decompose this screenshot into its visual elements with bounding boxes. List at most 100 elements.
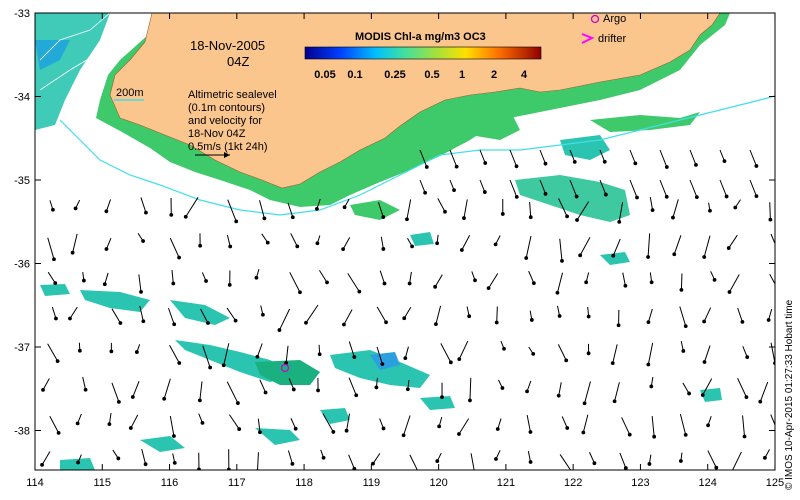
velocity-arrow-head (53, 281, 58, 286)
velocity-arrow (770, 342, 775, 364)
velocity-arrow-head (260, 312, 265, 317)
velocity-arrow-head (726, 246, 731, 250)
velocity-arrow-head (572, 159, 577, 164)
velocity-arrow-head (712, 277, 717, 282)
velocity-arrow (185, 197, 199, 218)
velocity-arrow-head (482, 190, 487, 194)
velocity-arrow-head (633, 161, 638, 166)
velocity-arrow-head (646, 362, 651, 367)
velocity-arrow-head (694, 162, 698, 167)
velocity-arrow-head (467, 314, 472, 319)
velocity-arrow (72, 233, 78, 253)
velocity-arrow-head (754, 164, 759, 168)
velocity-arrow-head (402, 316, 407, 321)
velocity-arrow-head (452, 188, 456, 193)
velocity-arrow-head (434, 322, 438, 327)
velocity-arrow-head (315, 206, 319, 211)
velocity-arrow-head (234, 219, 239, 224)
land-mass (109, 13, 721, 189)
velocity-arrow-head (200, 421, 205, 425)
velocity-arrow-head (317, 352, 322, 357)
velocity-arrow-head (352, 355, 357, 359)
velocity-arrow (682, 382, 690, 394)
velocity-arrow-head (702, 255, 707, 259)
velocity-arrow-head (602, 159, 607, 164)
velocity-arrow-head (565, 426, 570, 430)
velocity-arrow (496, 306, 498, 323)
velocity-arrow (559, 454, 572, 470)
velocity-arrow-head (162, 396, 167, 401)
velocity-arrow (104, 272, 109, 285)
velocity-arrow (380, 236, 384, 250)
velocity-arrow (403, 306, 412, 319)
velocity-arrow-head (702, 360, 707, 364)
velocity-arrow (419, 149, 428, 168)
velocity-arrow-head (73, 206, 78, 211)
x-axis-ticks: 114 115 116 117 118 119 120 121 122 123 124 125 (26, 13, 784, 489)
velocity-arrow (372, 453, 381, 464)
velocity-arrow (525, 235, 532, 259)
velocity-arrow-head (582, 401, 587, 406)
velocity-arrow-head (172, 322, 177, 327)
velocity-arrow-head (70, 250, 75, 255)
velocity-arrow (728, 234, 738, 249)
velocity-arrow-head (380, 362, 385, 366)
velocity-arrow (227, 199, 237, 222)
velocity-arrow-head (754, 194, 759, 199)
velocity-arrow-head (502, 346, 506, 351)
altimetry-annotation: Altimetric sealevel (0.1m contours) and … (188, 89, 277, 158)
velocity-arrow-head (54, 316, 58, 321)
velocity-arrow-head (616, 323, 621, 328)
velocity-arrow (689, 179, 698, 198)
velocity-arrow-head (41, 387, 45, 392)
velocity-arrow (163, 378, 171, 399)
velocity-arrow (673, 235, 682, 255)
velocity-arrow-head (104, 209, 109, 214)
x-tick-label: 124 (699, 477, 717, 489)
velocity-arrow-head (664, 194, 669, 199)
velocity-arrow-head (694, 195, 699, 200)
velocity-arrow-head (344, 428, 349, 433)
velocity-arrow (749, 179, 757, 197)
velocity-arrow (287, 202, 294, 218)
velocity-arrow (458, 340, 469, 360)
y-tick-label: -38 (14, 426, 30, 438)
velocity-arrow (169, 416, 175, 437)
drifter-legend-icon (581, 33, 595, 44)
colorbar-tick-label: 0.1 (347, 69, 362, 81)
velocity-arrow-head (435, 459, 440, 463)
velocity-arrow (319, 270, 328, 283)
velocity-arrow-head (172, 434, 176, 438)
velocity-arrow-head (528, 460, 533, 464)
velocity-arrow-head (706, 423, 710, 428)
velocity-arrow (703, 235, 711, 258)
velocity-arrow (347, 273, 360, 292)
colorbar-tick-label: 1 (459, 69, 465, 81)
velocity-arrow-head (437, 424, 442, 429)
velocity-arrow (288, 378, 295, 390)
velocity-arrow-head (236, 401, 240, 405)
velocity-arrow (737, 378, 747, 398)
velocity-arrow-head (204, 279, 208, 283)
velocity-arrow (130, 414, 139, 429)
velocity-arrow-head (291, 387, 296, 392)
velocity-arrow-head (671, 215, 675, 220)
colorbar: MODIS Chl-a mg/m3 OC3 0.05 0.1 0.25 0.5 1 2 4 (304, 31, 542, 81)
velocity-arrow-head (763, 455, 767, 460)
velocity-arrow-head (381, 426, 386, 431)
velocity-arrow-head (623, 466, 628, 470)
velocity-arrow (559, 238, 563, 261)
velocity-arrow-head (384, 320, 388, 325)
velocity-arrow (348, 454, 355, 469)
velocity-arrow-head (617, 219, 622, 224)
credit-text: © IMOS 10-Apr-2015 01:27:33 Hobart time (784, 299, 795, 490)
velocity-arrow-head (143, 462, 148, 467)
velocity-arrow-head (107, 422, 112, 427)
velocity-arrow-head (664, 165, 669, 169)
velocity-arrow-head (382, 281, 387, 286)
velocity-arrow-head (197, 398, 202, 403)
argo-float-marker (280, 363, 290, 373)
velocity-arrow-head (635, 195, 639, 200)
velocity-arrow-head (610, 361, 615, 366)
